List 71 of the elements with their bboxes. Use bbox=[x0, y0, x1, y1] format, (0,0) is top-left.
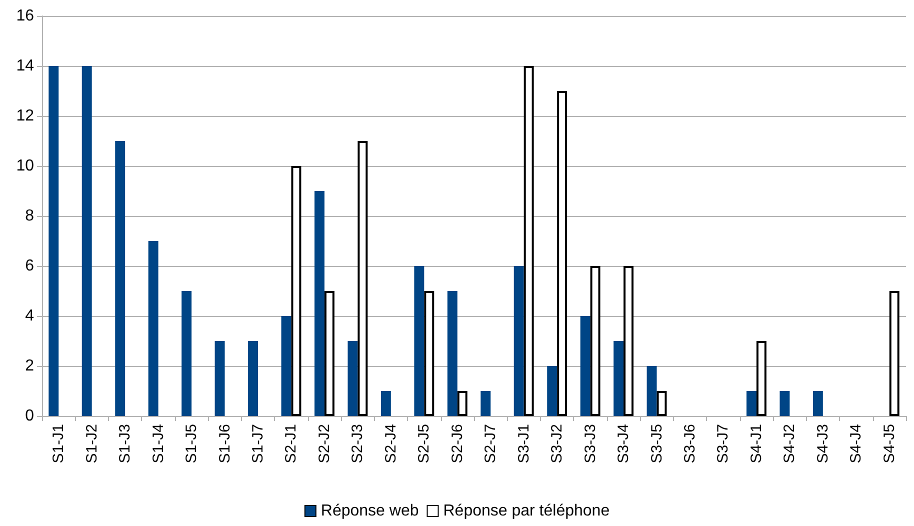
x-tick-label: S4-J3 bbox=[814, 424, 832, 464]
bar bbox=[148, 241, 158, 416]
x-tick-label: S1-J4 bbox=[150, 424, 167, 464]
y-tick-label: 2 bbox=[25, 358, 34, 374]
bar bbox=[590, 266, 600, 416]
legend-label: Réponse web bbox=[320, 502, 419, 520]
bar bbox=[756, 341, 766, 416]
x-tick-label: S1-J3 bbox=[116, 424, 134, 464]
y-tick-label: 12 bbox=[16, 108, 34, 124]
y-tick-label: 16 bbox=[16, 8, 34, 24]
bar bbox=[480, 391, 491, 416]
bar bbox=[348, 341, 358, 416]
x-tick-label: S3-J5 bbox=[648, 424, 666, 464]
y-tick-label: 14 bbox=[16, 58, 34, 74]
y-tick-label: 0 bbox=[25, 408, 34, 424]
x-tick-label: S3-J7 bbox=[714, 424, 732, 464]
bar bbox=[358, 141, 368, 416]
bar bbox=[324, 291, 334, 416]
y-tick-label: 10 bbox=[16, 158, 34, 174]
x-tick-label: S2-J4 bbox=[382, 424, 400, 464]
y-tick-label: 4 bbox=[25, 308, 34, 324]
x-tick-label: S2-J1 bbox=[282, 424, 300, 464]
bar bbox=[524, 66, 534, 416]
x-tick-label: S3-J1 bbox=[515, 424, 532, 464]
bar bbox=[214, 341, 225, 416]
bar bbox=[457, 391, 468, 416]
legend-label: Réponse par téléphone bbox=[443, 502, 610, 520]
bar bbox=[656, 391, 667, 416]
bar bbox=[182, 291, 192, 416]
bar bbox=[414, 266, 424, 416]
bar bbox=[291, 166, 302, 416]
bar bbox=[248, 341, 258, 416]
y-tick-label: 6 bbox=[25, 258, 34, 274]
bar bbox=[780, 391, 790, 416]
x-tick-label: S3-J2 bbox=[548, 424, 566, 464]
bar bbox=[624, 266, 634, 416]
bar bbox=[746, 391, 756, 416]
bar bbox=[314, 191, 324, 416]
x-tick-label: S1-J2 bbox=[83, 424, 100, 464]
x-tick-label: S4-J2 bbox=[781, 424, 798, 464]
bar bbox=[82, 66, 92, 416]
x-tick-label: S2-J6 bbox=[448, 424, 466, 464]
x-tick-label: S1-J6 bbox=[216, 424, 234, 464]
x-tick-label: S3-J4 bbox=[615, 424, 632, 464]
x-tick-label: S2-J5 bbox=[416, 424, 433, 464]
bar bbox=[580, 316, 590, 416]
bar bbox=[115, 141, 126, 416]
bar bbox=[614, 341, 624, 416]
bar bbox=[547, 366, 558, 416]
x-tick-label: S1-J7 bbox=[250, 424, 266, 464]
x-tick-label: S2-J3 bbox=[349, 424, 366, 464]
bar bbox=[889, 291, 900, 416]
x-tick-label: S4-J5 bbox=[880, 424, 898, 464]
bar bbox=[557, 91, 568, 416]
x-tick-label: S3-J3 bbox=[582, 424, 599, 464]
bar bbox=[380, 391, 391, 416]
x-tick-label: S2-J7 bbox=[482, 424, 500, 464]
bar bbox=[646, 366, 657, 416]
bar bbox=[424, 291, 434, 416]
x-tick-label: S2-J2 bbox=[316, 424, 333, 464]
bar bbox=[281, 316, 292, 416]
bar bbox=[447, 291, 458, 416]
bar bbox=[48, 66, 59, 416]
x-tick-label: S1-J1 bbox=[50, 424, 68, 464]
x-tick-label: S3-J6 bbox=[682, 424, 698, 464]
bar bbox=[514, 266, 524, 416]
x-tick-label: S4-J4 bbox=[848, 424, 865, 464]
x-tick-label: S4-J1 bbox=[748, 424, 765, 464]
bar bbox=[812, 391, 823, 416]
y-tick-label: 8 bbox=[25, 208, 34, 224]
x-tick-label: S1-J5 bbox=[183, 424, 200, 464]
